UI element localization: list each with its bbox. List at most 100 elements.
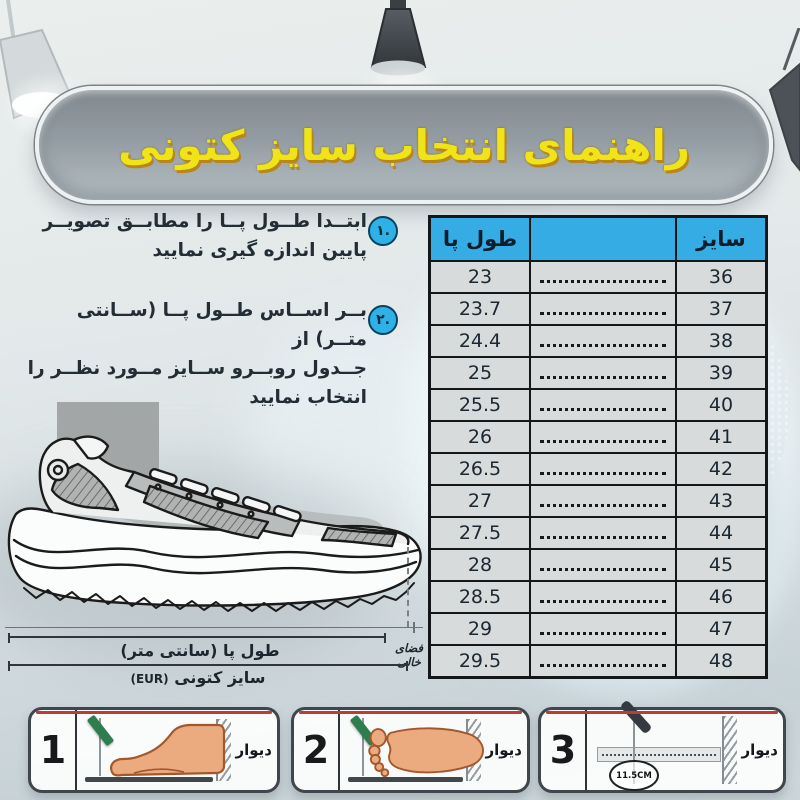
header-spacer [530,217,676,261]
ruler-tick-marks [602,753,716,756]
dotted-leader [540,312,666,315]
measured-length-value: 11.5CM [616,770,652,781]
floor-line [348,777,463,782]
foot-length-cell: 25.5 [430,389,530,421]
step-2-instructions: بــر اســاس طــول پــا (ســانتی متــر) ا… [22,296,367,412]
table-row: 29.5 48 [430,645,766,677]
foot-length-cell: 23 [430,261,530,293]
step-1-instructions: ابتــدا طــول پــا را مطابــق تصویــر پا… [22,207,367,265]
size-cell: 36 [676,261,766,293]
ruler-illustration [597,747,721,762]
floor-line [85,777,213,782]
box-number: 3 [541,710,587,790]
measure-step-box-1: 1 دیوار [28,707,280,793]
table-header-row: طول پا سایز [430,217,766,261]
instruction-line: جــدول روبــرو ســایز مــورد نظــر را [27,358,367,379]
size-label-text: سایز کتونی [174,668,266,687]
toe-mark-line [362,718,364,776]
dotted-leader-cell [530,261,676,293]
sneaker-line-art [7,402,422,612]
ruler-diagram: دیوار 11.5CM [587,699,783,791]
foot-length-cell: 23.7 [430,293,530,325]
dotted-leader-cell [530,453,676,485]
size-cell: 44 [676,517,766,549]
ground-line [5,627,423,628]
page-title: راهنمای انتخاب سایز کتونی [118,120,690,170]
table-row: 27.5 44 [430,517,766,549]
size-cell: 38 [676,325,766,357]
size-cell: 39 [676,357,766,389]
dotted-leader-cell [530,581,676,613]
header-foot-length: طول پا [430,217,530,261]
foot-length-cell: 26.5 [430,453,530,485]
dotted-leader-cell [530,645,676,677]
dotted-leader [540,536,666,539]
side-foot-illustration [110,723,226,777]
dotted-leader-cell [530,357,676,389]
box-number: 1 [31,710,77,790]
table-row: 25 39 [430,357,766,389]
instruction-line: پایین اندازه گیری نمایید [152,240,367,261]
dotted-leader [540,408,666,411]
size-unit-text: (EUR) [130,672,169,686]
top-foot-illustration [368,727,484,778]
top-foot-diagram: دیوار [340,710,527,790]
toe-mark-line [99,718,101,776]
foot-length-cell: 26 [430,421,530,453]
dotted-leader-cell [530,485,676,517]
shoe-size-measure-line [8,661,408,671]
studio-lamp-right-icon [768,28,800,172]
size-cell: 37 [676,293,766,325]
instruction-line: ابتــدا طــول پــا را مطابــق تصویــر [42,211,367,232]
size-cell: 45 [676,549,766,581]
measure-start-line [633,720,635,784]
table-row: 26.5 42 [430,453,766,485]
dotted-leader [540,568,666,571]
dotted-leader [540,664,666,667]
step-number: ١. [376,223,390,239]
dotted-leader-cell [530,389,676,421]
foot-length-cell: 27.5 [430,517,530,549]
title-banner: راهنمای انتخاب سایز کتونی [35,86,773,204]
size-cell: 42 [676,453,766,485]
pencil-icon [619,699,653,735]
dotted-leader [540,376,666,379]
table-row: 29 47 [430,613,766,645]
dotted-leader [540,600,666,603]
foot-length-cell: 29.5 [430,645,530,677]
dotted-leader-cell [530,517,676,549]
dotted-leader-cell [530,613,676,645]
table-row: 28 45 [430,549,766,581]
dotted-leader [540,472,666,475]
toe-boundary-dashed-line [407,547,409,627]
foot-length-cell: 28.5 [430,581,530,613]
table-row: 24.4 38 [430,325,766,357]
ground-line-tick [413,622,415,633]
table-row: 23.7 37 [430,293,766,325]
side-foot-diagram: دیوار [77,710,277,790]
shoe-size-measure-label: سایز کتونی (EUR) [118,668,278,687]
size-cell: 40 [676,389,766,421]
dotted-leader [540,280,666,283]
wall-label: دیوار [741,741,778,759]
dotted-leader-cell [530,325,676,357]
size-cell: 41 [676,421,766,453]
table-row: 25.5 40 [430,389,766,421]
size-cell: 43 [676,485,766,517]
measure-step-box-2: 2 دیوار [291,707,530,793]
dotted-leader [540,504,666,507]
dotted-leader [540,440,666,443]
dotted-leader [540,344,666,347]
table-row: 23 36 [430,261,766,293]
foot-length-measure-label: طول پا (سانتی متر) [120,641,280,660]
foot-length-cell: 25 [430,357,530,389]
table-body: 23 36 23.7 37 24.4 38 25 39 25.5 40 26 41 26.5 42 27 43… [430,261,766,677]
wall-hatch [722,716,737,784]
box-number: 2 [294,710,340,790]
dotted-leader-cell [530,549,676,581]
table-row: 27 43 [430,485,766,517]
dotted-leader [540,632,666,635]
table-row: 28.5 46 [430,581,766,613]
step-1-number-badge: ١. [368,216,398,246]
foot-length-cell: 28 [430,549,530,581]
